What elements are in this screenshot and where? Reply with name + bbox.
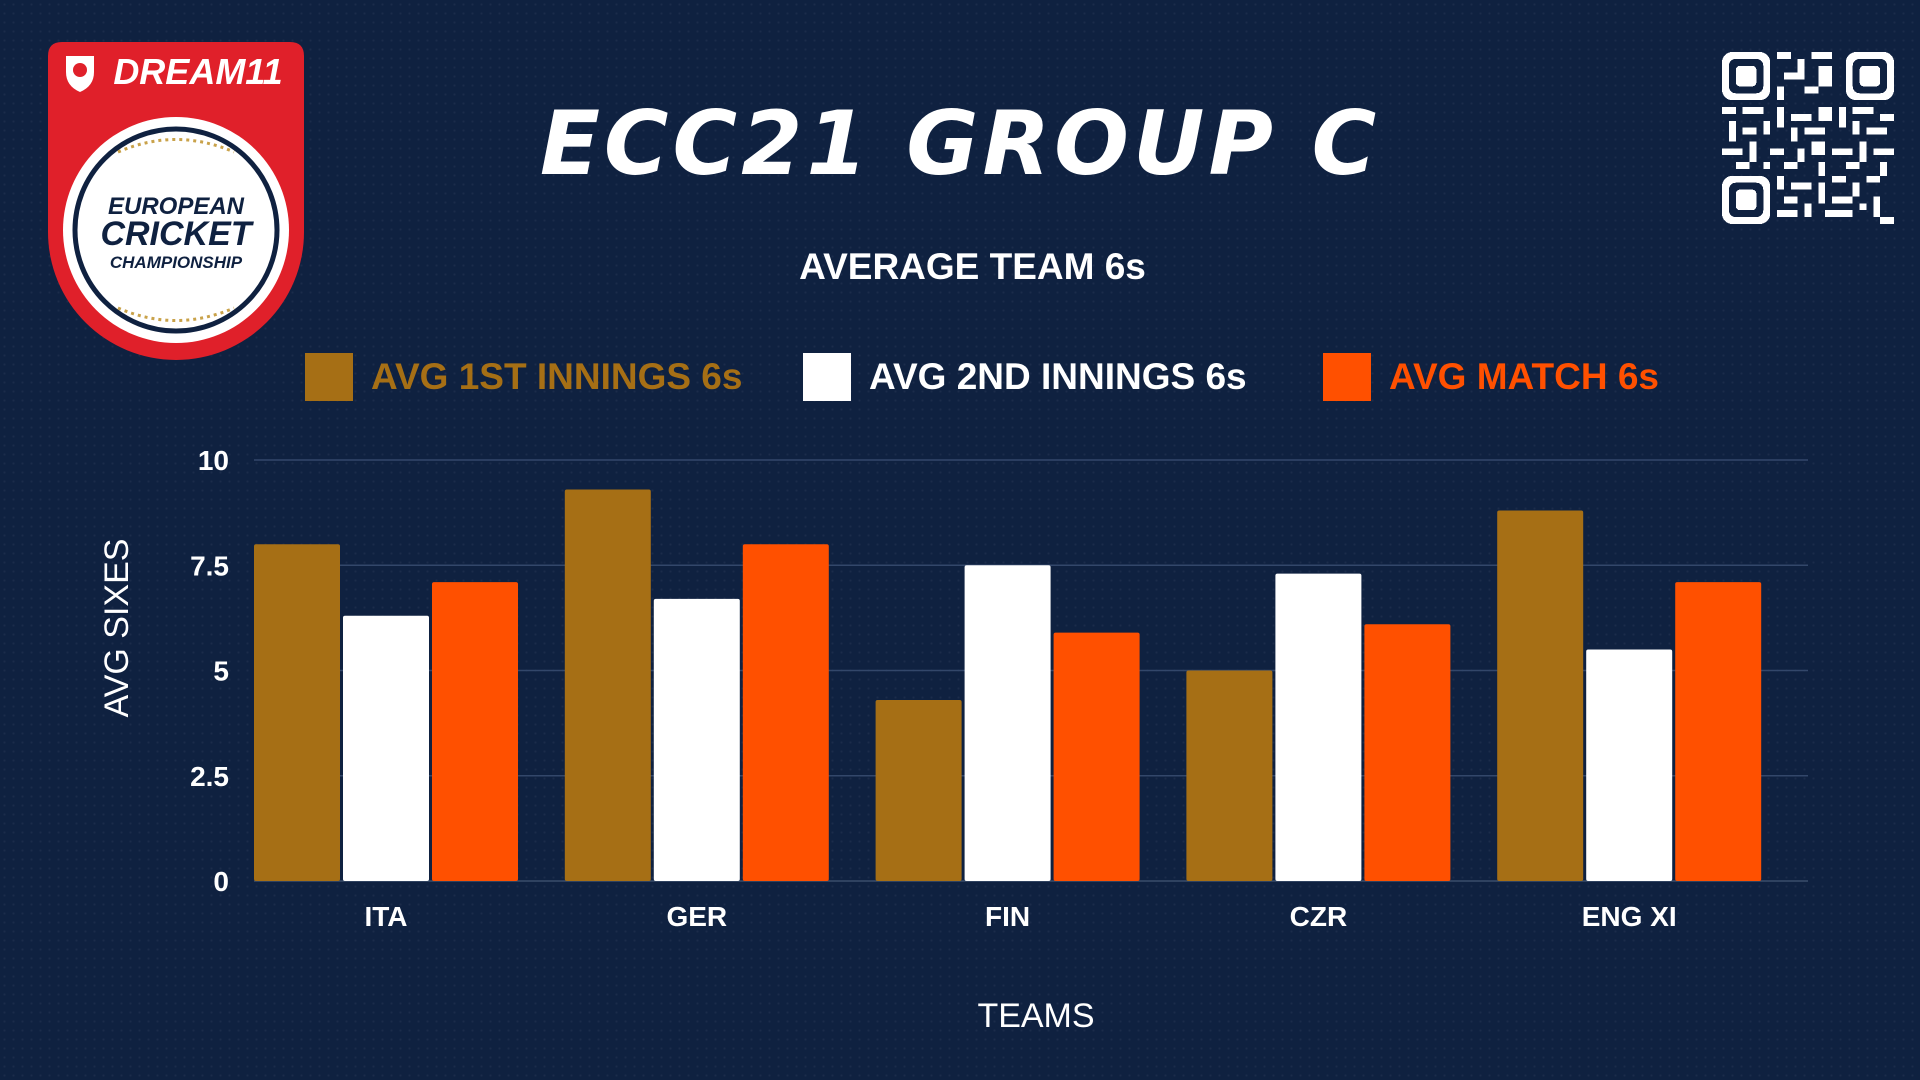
dream11-ecc-logo: DREAM11 EUROPEAN CRICKET CHAMPIONSHIP	[48, 42, 304, 360]
legend-swatch-series-3	[1323, 353, 1371, 401]
legend-item-series-2: AVG 2ND INNINGS 6s	[803, 352, 1247, 402]
chart-legend: AVG 1ST INNINGS 6s AVG 2ND INNINGS 6s AV…	[0, 352, 1920, 402]
y-tick-label: 5	[213, 656, 229, 687]
chart-bars	[254, 489, 1762, 881]
logo-text-cricket: CRICKET	[100, 215, 254, 253]
bar-ger-series-3	[742, 544, 829, 881]
legend-label-series-2: AVG 2ND INNINGS 6s	[869, 356, 1247, 397]
bar-czr-series-3	[1364, 624, 1451, 881]
y-axis-title: AVG SIXES	[98, 539, 136, 718]
bar-ita-series-3	[432, 582, 518, 881]
y-tick-label: 2.5	[190, 761, 229, 792]
bar-eng-xi-series-2	[1586, 649, 1673, 881]
logo-text-championship: CHAMPIONSHIP	[110, 253, 243, 272]
qr-code-icon[interactable]	[1722, 52, 1894, 224]
legend-item-series-1: AVG 1ST INNINGS 6s	[305, 352, 742, 402]
bar-fin-series-1	[875, 699, 962, 881]
legend-item-series-3: AVG MATCH 6s	[1323, 352, 1659, 402]
x-tick-label: ITA	[364, 901, 407, 932]
x-tick-label: CZR	[1290, 901, 1348, 932]
x-axis-ticks: ITA GER FIN CZR ENG XI	[364, 901, 1676, 932]
bar-ita-series-2	[343, 615, 429, 881]
y-tick-label: 10	[198, 445, 229, 476]
bar-eng-xi-series-3	[1675, 582, 1762, 881]
x-tick-label: GER	[666, 901, 727, 932]
bar-czr-series-1	[1186, 670, 1273, 881]
bar-czr-series-2	[1275, 573, 1362, 881]
x-tick-label: FIN	[985, 901, 1030, 932]
dream11-shield-icon	[66, 56, 94, 92]
y-axis-ticks: 0 2.5 5 7.5 10	[190, 445, 229, 897]
ball-seam	[117, 138, 235, 322]
logo-text-european: EUROPEAN	[108, 193, 245, 220]
y-tick-label: 7.5	[190, 550, 229, 581]
bar-fin-series-2	[964, 565, 1051, 881]
x-tick-label: ENG XI	[1582, 901, 1677, 932]
bar-ita-series-1	[254, 544, 340, 881]
y-tick-label: 0	[213, 866, 229, 897]
legend-label-series-3: AVG MATCH 6s	[1389, 356, 1659, 397]
bar-ger-series-2	[653, 598, 740, 881]
bar-fin-series-3	[1053, 632, 1140, 881]
page-title: ECC21 GROUP C	[539, 92, 1381, 195]
legend-label-series-1: AVG 1ST INNINGS 6s	[371, 356, 743, 397]
x-axis-title: TEAMS	[977, 997, 1094, 1035]
legend-swatch-series-2	[803, 353, 851, 401]
legend-swatch-series-1	[305, 353, 353, 401]
bar-ger-series-1	[564, 489, 651, 881]
chart-subtitle: AVERAGE TEAM 6s	[799, 246, 1146, 287]
bar-eng-xi-series-1	[1497, 510, 1584, 881]
dream11-wordmark: DREAM11	[113, 51, 282, 92]
ball-inner-ring	[72, 126, 280, 334]
